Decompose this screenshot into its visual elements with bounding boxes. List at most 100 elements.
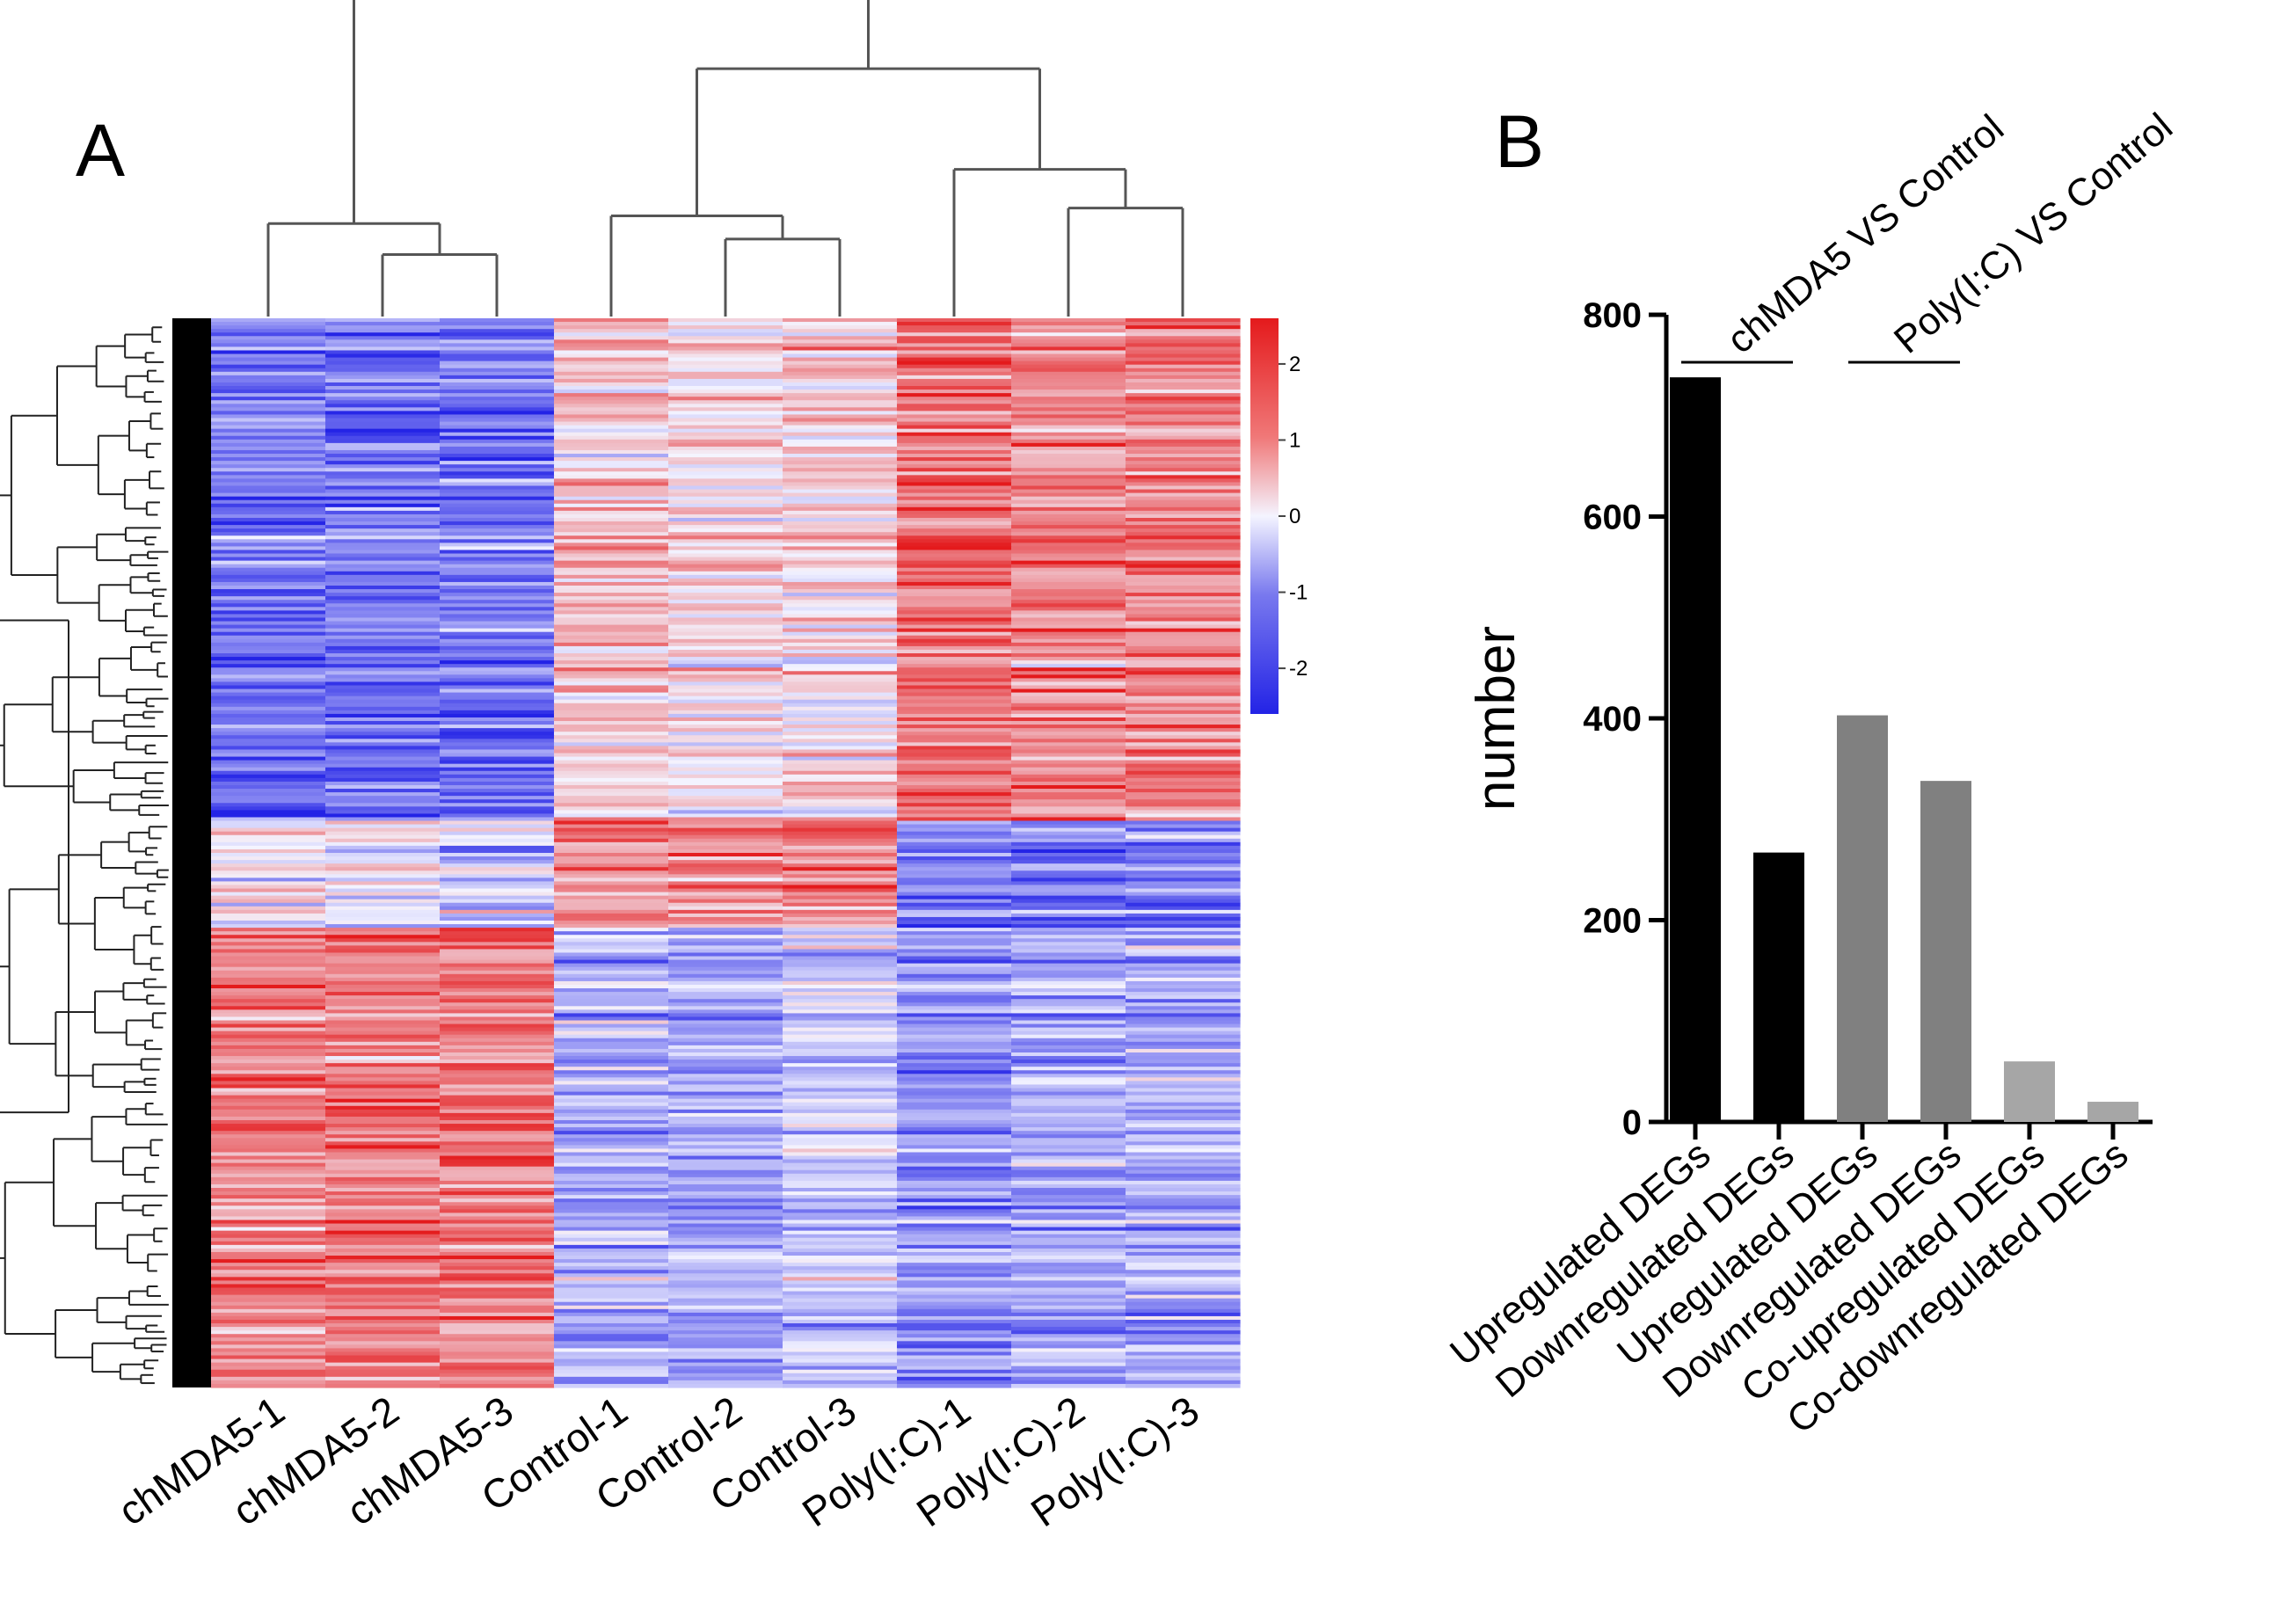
heatmap-cell xyxy=(897,589,1012,594)
heatmap-cell xyxy=(1126,984,1241,989)
heatmap-cell xyxy=(440,485,555,491)
heatmap-cell xyxy=(440,942,555,946)
heatmap-cell xyxy=(1011,439,1126,444)
heatmap-cell xyxy=(668,368,783,373)
heatmap-cell xyxy=(897,739,1012,743)
heatmap-cell xyxy=(668,938,783,943)
heatmap-cell xyxy=(440,725,555,729)
heatmap-cell xyxy=(440,938,555,943)
heatmap-cell xyxy=(211,1102,326,1107)
heatmap-cell xyxy=(783,1319,898,1324)
heatmap-cell xyxy=(325,468,441,472)
heatmap-cell xyxy=(440,489,555,494)
heatmap-cell xyxy=(897,329,1012,333)
heatmap-cell xyxy=(668,913,783,918)
heatmap-cell xyxy=(783,860,898,864)
heatmap-cell xyxy=(1011,1188,1126,1192)
heatmap-cell xyxy=(1126,1030,1241,1036)
heatmap-cell xyxy=(897,478,1012,484)
heatmap-cell xyxy=(1126,390,1241,394)
heatmap-cell xyxy=(897,506,1012,512)
heatmap-cell xyxy=(440,329,555,333)
heatmap-cell xyxy=(1126,1173,1241,1178)
heatmap-cell xyxy=(783,610,898,615)
heatmap-cell xyxy=(211,621,326,626)
heatmap-cell xyxy=(668,1095,783,1100)
heatmap-cell xyxy=(1011,885,1126,890)
heatmap-cell xyxy=(783,703,898,708)
heatmap-cell xyxy=(325,553,441,558)
heatmap-cell xyxy=(440,667,555,672)
heatmap-cell xyxy=(897,489,1012,494)
heatmap-cell xyxy=(668,357,783,362)
heatmap-cell xyxy=(1126,397,1241,401)
heatmap-cell xyxy=(325,992,441,996)
heatmap-cell xyxy=(1011,1284,1126,1289)
heatmap-cell xyxy=(668,621,783,626)
heatmap-cell xyxy=(783,735,898,739)
heatmap-cell xyxy=(325,557,441,562)
heatmap-cell xyxy=(1126,353,1241,359)
heatmap-cell xyxy=(211,1127,326,1132)
heatmap-cell xyxy=(897,1351,1012,1357)
heatmap-cell xyxy=(554,407,669,411)
heatmap-cell xyxy=(440,824,555,829)
heatmap-cell xyxy=(897,1287,1012,1293)
heatmap-cell xyxy=(783,1060,898,1064)
heatmap-cell xyxy=(668,732,783,736)
heatmap-cell xyxy=(211,767,326,772)
heatmap-cell xyxy=(554,1038,669,1043)
heatmap-cell xyxy=(1011,921,1126,925)
heatmap-cell xyxy=(1011,803,1126,807)
heatmap-cell xyxy=(1011,1048,1126,1053)
heatmap-cell xyxy=(1011,425,1126,430)
heatmap-cell xyxy=(783,503,898,508)
heatmap-cell xyxy=(1126,881,1241,886)
heatmap-cell xyxy=(897,386,1012,390)
heatmap-cell xyxy=(1011,827,1126,833)
heatmap-cell xyxy=(440,1248,555,1253)
heatmap-cell xyxy=(325,1127,441,1132)
heatmap-cell xyxy=(1126,970,1241,975)
heatmap-cell xyxy=(668,1287,783,1293)
heatmap-cell xyxy=(325,721,441,725)
heatmap-cell xyxy=(1011,1102,1126,1107)
heatmap-cell xyxy=(1011,564,1126,569)
heatmap-cell xyxy=(1011,407,1126,411)
heatmap-cell xyxy=(211,1358,326,1364)
heatmap-cell xyxy=(554,721,669,725)
heatmap-cell xyxy=(1126,1016,1241,1022)
heatmap-cell xyxy=(211,710,326,715)
heatmap-cell xyxy=(440,860,555,864)
heatmap-cell xyxy=(211,681,326,687)
heatmap-cell xyxy=(783,628,898,633)
heatmap-cell xyxy=(1011,586,1126,590)
heatmap-cell xyxy=(668,1081,783,1086)
heatmap-cell xyxy=(668,557,783,562)
heatmap-cell xyxy=(440,1127,555,1132)
heatmap-cell xyxy=(1126,906,1241,911)
heatmap-cell xyxy=(440,461,555,465)
heatmap-cell xyxy=(325,753,441,758)
heatmap-cell xyxy=(783,746,898,751)
heatmap-cell xyxy=(211,895,326,900)
heatmap-cell xyxy=(1126,1220,1241,1225)
heatmap-cell xyxy=(783,1041,898,1046)
heatmap-cell xyxy=(1011,581,1126,586)
heatmap-cell xyxy=(554,1112,669,1118)
heatmap-cell xyxy=(440,774,555,779)
heatmap-cell xyxy=(1011,600,1126,604)
heatmap-cell xyxy=(211,1362,326,1367)
heatmap-cell xyxy=(897,1241,1012,1246)
heatmap-cell xyxy=(440,360,555,366)
heatmap-cell xyxy=(897,1162,1012,1168)
heatmap-cell xyxy=(554,681,669,687)
heatmap-cell xyxy=(1011,749,1126,754)
heatmap-cell xyxy=(1126,1048,1241,1053)
heatmap-cell xyxy=(1011,1041,1126,1046)
heatmap-cell xyxy=(211,1109,326,1114)
heatmap-cell xyxy=(783,681,898,687)
heatmap-cell xyxy=(1126,1067,1241,1071)
heatmap-cell xyxy=(440,1027,555,1032)
heatmap-cell xyxy=(1011,364,1126,369)
